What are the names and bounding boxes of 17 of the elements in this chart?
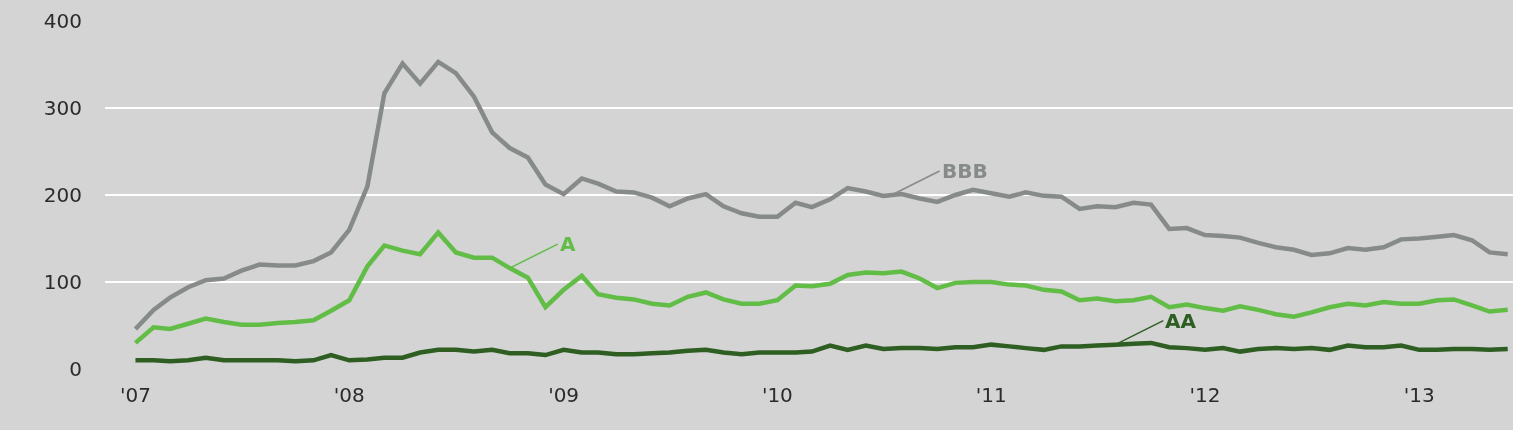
line-series [133,230,1510,346]
y-tick-label: 400 [43,9,82,33]
line-series [133,59,1510,332]
annotation: BBB [942,159,988,183]
y-tick-label: 100 [43,270,82,294]
x-tick-label: '08 [333,383,365,407]
x-tick-label: '11 [975,383,1007,407]
annotation: AA [1165,309,1197,333]
x-tick-label: '13 [1403,383,1435,407]
y-tick-label: 200 [43,183,82,207]
x-tick-label: '12 [1189,383,1221,407]
x-tick-label: '09 [548,383,580,407]
y-tick-label: 300 [43,96,82,120]
x-tick-label: '10 [761,383,793,407]
y-tick-label: 0 [69,357,82,381]
annotation: A [560,232,576,256]
x-tick-label: '07 [119,383,151,407]
